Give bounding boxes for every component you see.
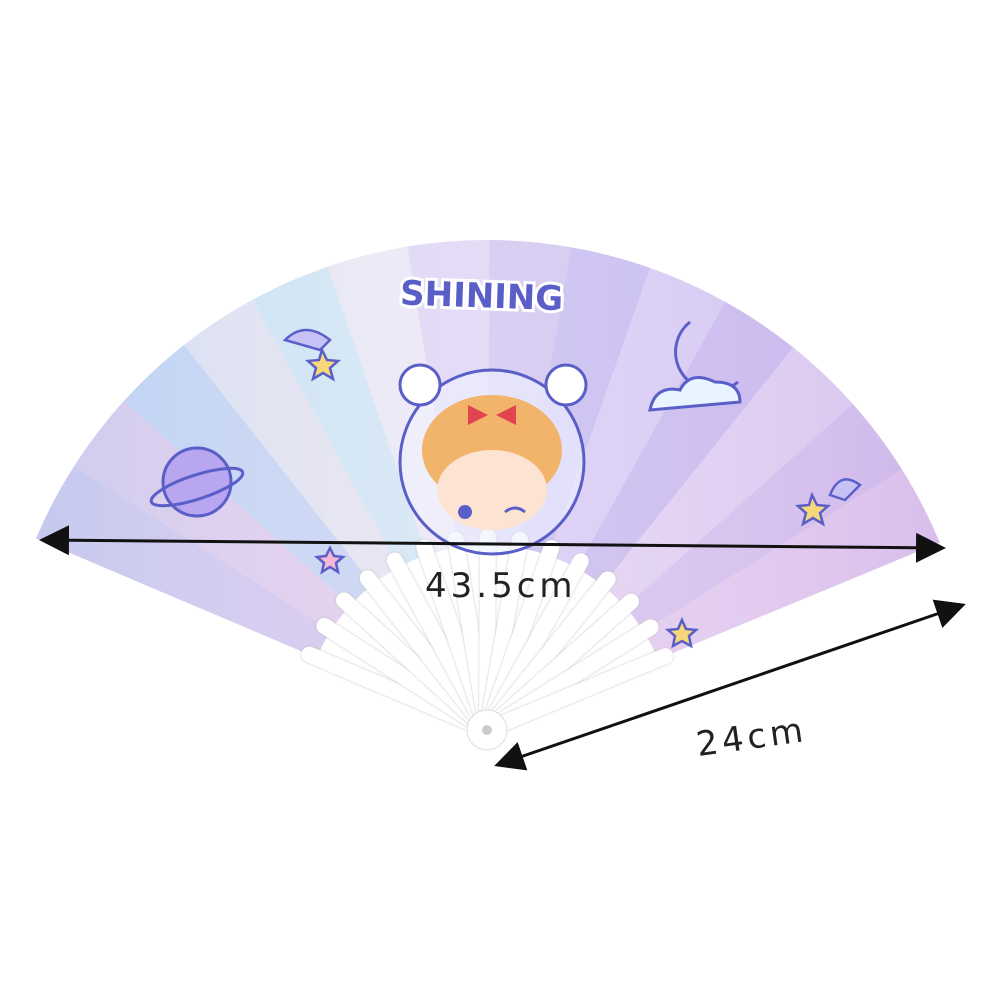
astronaut-girl-illustration: [398, 363, 588, 556]
width-label: 43.5cm: [425, 566, 577, 606]
height-arrow: [494, 599, 966, 771]
moon-cloud-icon: [648, 320, 742, 412]
width-arrow: [39, 525, 946, 563]
fan-pivot-rivet: [482, 725, 492, 735]
shooting-star-icon: [282, 328, 862, 502]
height-label: 24cm: [694, 710, 810, 765]
fan-title: SHINING: [399, 274, 563, 320]
planet-icon: [149, 446, 245, 518]
